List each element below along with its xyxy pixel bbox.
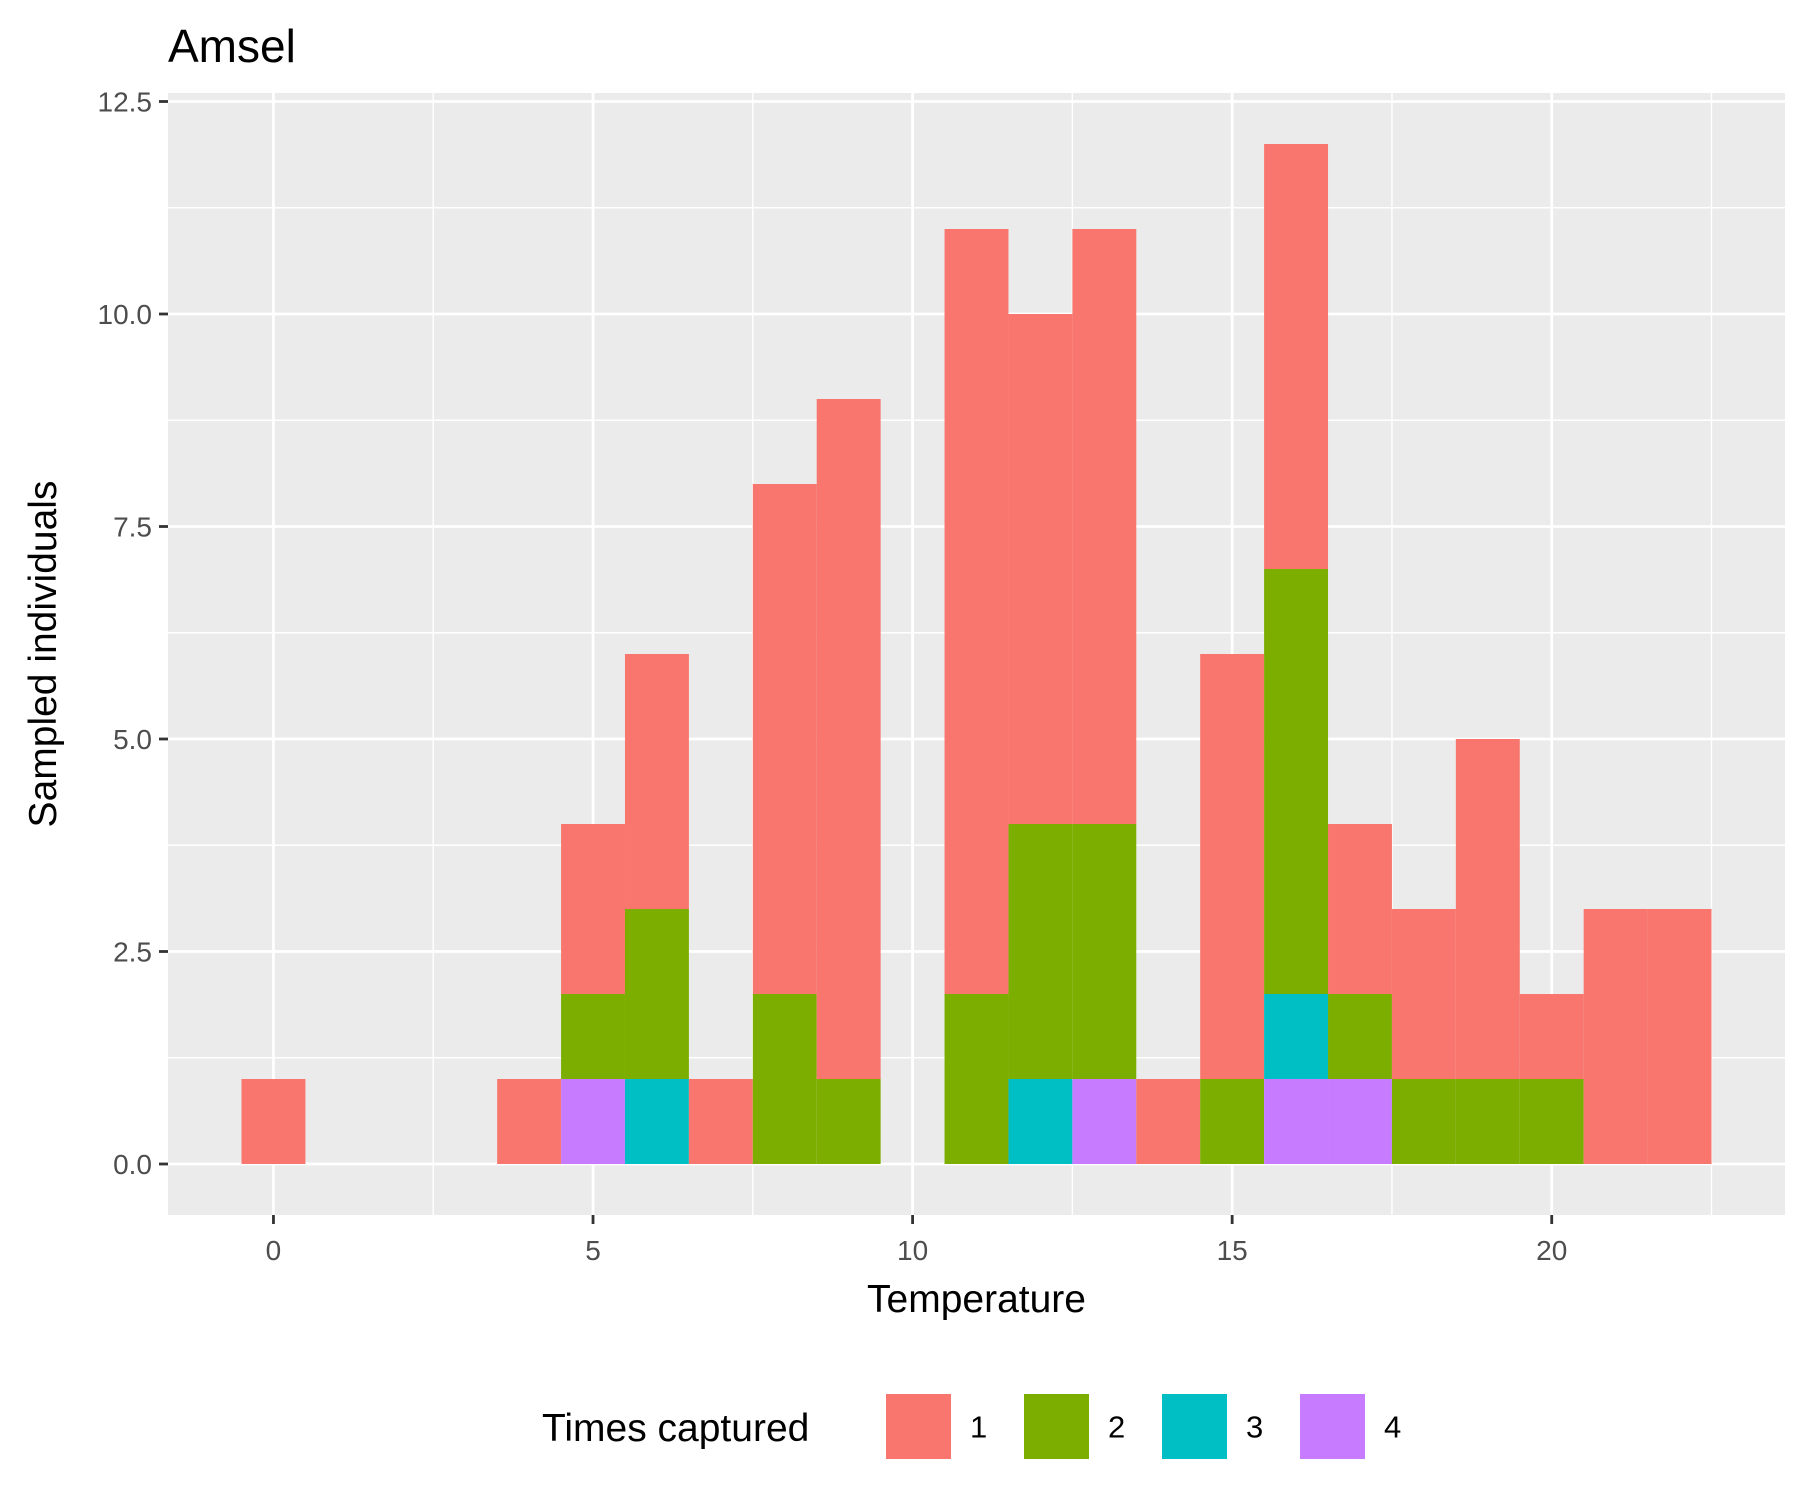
- bar-segment-2: [1328, 994, 1392, 1079]
- bar-segment-2: [1391, 1079, 1456, 1164]
- bar-segment-2: [1264, 569, 1329, 994]
- bar-segment-1: [816, 399, 881, 1079]
- y-axis-title: Sampled individuals: [22, 481, 65, 828]
- bar-segment-1: [1455, 739, 1520, 1079]
- y-tick-label: 12.5: [98, 87, 153, 118]
- bar-segment-2: [624, 909, 689, 1079]
- bar-segment-2: [1455, 1079, 1520, 1164]
- bar-segment-2: [1519, 1079, 1584, 1164]
- bar-segment-1: [241, 1079, 306, 1164]
- legend-title: Times captured: [542, 1407, 809, 1450]
- bar-segment-2: [1200, 1079, 1265, 1164]
- bar-segment-2: [1072, 824, 1137, 1079]
- legend-key-3: [1160, 1392, 1229, 1461]
- bar-segment-2: [561, 994, 625, 1079]
- x-axis: 0 5 10 15 20: [266, 1215, 1567, 1266]
- bar-segment-1: [624, 654, 689, 909]
- y-tick-label: 0.0: [113, 1149, 152, 1180]
- bar-segment-4: [1328, 1079, 1392, 1164]
- legend-key-1: [884, 1392, 953, 1461]
- bar-segment-1: [1264, 144, 1329, 569]
- bar-segment-1: [944, 229, 1009, 994]
- bar-segment-3: [624, 1079, 689, 1164]
- bar-segment-3: [1008, 1079, 1073, 1164]
- bar-segment-4: [1072, 1079, 1137, 1164]
- bar-segment-1: [1008, 314, 1073, 824]
- bar-segment-1: [1328, 824, 1392, 994]
- legend-label-1: 1: [970, 1410, 987, 1445]
- bar-segment-1: [561, 824, 625, 994]
- legend-key-4: [1298, 1392, 1367, 1461]
- x-tick-label: 5: [585, 1235, 601, 1266]
- bar-segment-1: [1583, 909, 1648, 1164]
- bar-segment-1: [752, 484, 817, 994]
- y-tick-label: 2.5: [113, 937, 152, 968]
- y-axis: 0.0 2.5 5.0 7.5 10.0 12.5: [98, 87, 168, 1180]
- x-tick-label: 20: [1536, 1235, 1567, 1266]
- x-tick-label: 15: [1217, 1235, 1248, 1266]
- bars: [241, 144, 1712, 1164]
- bar-segment-1: [1647, 909, 1712, 1164]
- bar-segment-2: [752, 994, 817, 1164]
- bar-segment-1: [1200, 654, 1265, 1079]
- bar-segment-2: [944, 994, 1009, 1164]
- bar-segment-3: [1264, 994, 1329, 1079]
- legend-label-4: 4: [1384, 1410, 1401, 1445]
- legend-label-2: 2: [1108, 1410, 1125, 1445]
- legend: Times captured 1 2 3 4: [542, 1392, 1401, 1461]
- bar-segment-1: [1072, 229, 1137, 824]
- y-tick-label: 7.5: [113, 512, 152, 543]
- legend-label-3: 3: [1246, 1410, 1263, 1445]
- bar-segment-1: [1519, 994, 1584, 1079]
- x-axis-title: Temperature: [867, 1278, 1086, 1321]
- chart-title: Amsel: [168, 20, 296, 72]
- x-tick-label: 0: [266, 1235, 282, 1266]
- y-tick-label: 10.0: [98, 299, 153, 330]
- bar-segment-1: [1136, 1079, 1201, 1164]
- y-tick-label: 5.0: [113, 724, 152, 755]
- bar-segment-2: [816, 1079, 881, 1164]
- x-tick-label: 10: [897, 1235, 928, 1266]
- bar-segment-4: [561, 1079, 625, 1164]
- legend-key-2: [1022, 1392, 1091, 1461]
- bar-segment-4: [1264, 1079, 1329, 1164]
- bar-segment-1: [497, 1079, 562, 1164]
- bar-segment-1: [1391, 909, 1456, 1079]
- bar-segment-1: [688, 1079, 753, 1164]
- bar-segment-2: [1008, 824, 1073, 1079]
